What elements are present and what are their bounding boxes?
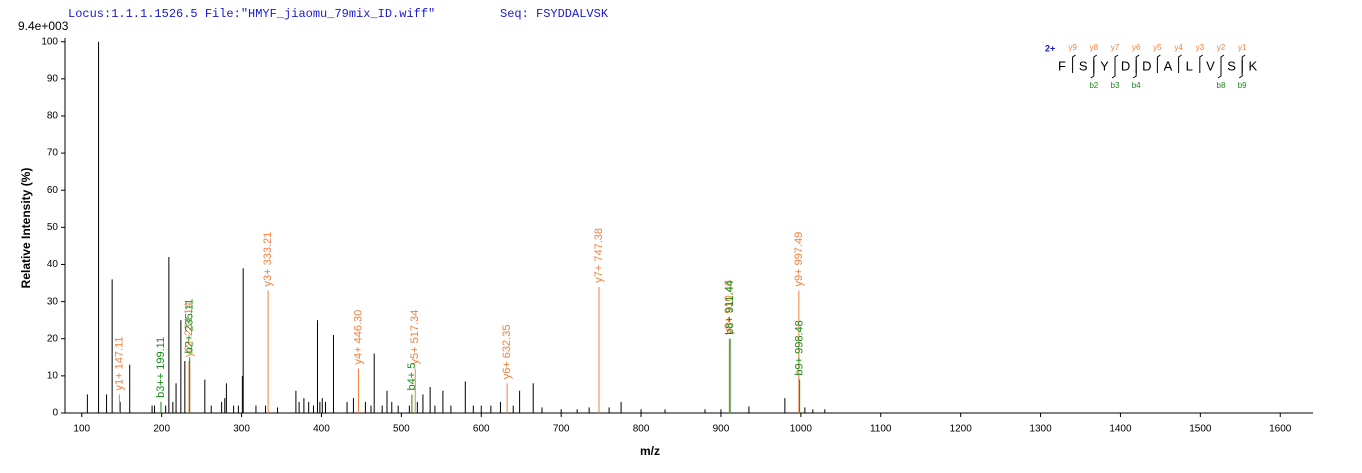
y-tick-label: 80	[47, 111, 59, 122]
peak-label: b4+ 5	[406, 363, 418, 391]
b-ion-label: b9	[1238, 81, 1247, 90]
x-tick-label: 1200	[950, 424, 973, 435]
y-ion-label: y2	[1217, 43, 1226, 52]
x-tick-label: 1300	[1029, 424, 1052, 435]
x-tick-label: 900	[713, 424, 730, 435]
y-tick-label: 60	[47, 185, 59, 196]
y-tick-label: 50	[47, 222, 59, 233]
residue: K	[1248, 58, 1257, 73]
x-tick-label: 600	[473, 424, 490, 435]
intensity-scale: 9.4e+003	[18, 19, 69, 33]
y-tick-label: 100	[41, 36, 58, 47]
b-ion-bracket	[1132, 60, 1137, 79]
sequence-header: Seq: FSYDDALVSK	[500, 7, 609, 21]
peak-label: y8+ 910.46	[723, 280, 735, 335]
peak-label: y3+ 333.21	[262, 232, 274, 287]
b-ion-bracket	[1111, 60, 1116, 79]
x-tick-label: 200	[153, 424, 170, 435]
residue: D	[1121, 58, 1130, 73]
y-ion-label: y8	[1090, 43, 1099, 52]
x-tick-label: 1000	[790, 424, 813, 435]
peak-label: b8+ 911.44	[724, 280, 736, 335]
peak-label: b2+ 235.11	[184, 299, 196, 354]
y-ion-label: y3	[1196, 43, 1205, 52]
y-ion-label: y1	[1238, 43, 1247, 52]
x-tick-label: 400	[313, 424, 330, 435]
peak-label: y4+ 446.30	[352, 310, 364, 365]
y-ion-label: y7	[1111, 43, 1120, 52]
y-ion-label: y4	[1174, 43, 1183, 52]
peak-label: b3++ 199.11	[155, 337, 167, 398]
x-tick-label: 1600	[1269, 424, 1292, 435]
peak-label: y9+ 997.49	[793, 232, 805, 287]
x-tick-label: 1400	[1109, 424, 1132, 435]
y-ion-bracket	[1156, 54, 1161, 73]
x-tick-label: 1100	[870, 424, 892, 435]
y-tick-label: 90	[47, 73, 59, 84]
y-ion-label: y6	[1132, 43, 1141, 52]
b-ion-label: b2	[1089, 81, 1098, 90]
y-ion-label: y5	[1153, 43, 1162, 52]
residue: S	[1079, 58, 1088, 73]
y-axis-label: Relative Intensity (%)	[19, 168, 33, 289]
y-tick-label: 30	[47, 296, 59, 307]
residue: Y	[1100, 58, 1109, 73]
peak-label: y6+ 632.35	[501, 325, 513, 380]
b-ion-bracket	[1090, 60, 1095, 79]
y-tick-label: 70	[47, 148, 59, 159]
residue: A	[1164, 58, 1173, 73]
b-ion-bracket	[1238, 60, 1243, 79]
residue: L	[1186, 58, 1193, 73]
x-tick-label: 1500	[1189, 424, 1212, 435]
b-ion-label: b8	[1217, 81, 1226, 90]
residue: D	[1142, 58, 1151, 73]
y-tick-label: 10	[47, 371, 59, 382]
peak-label: b9+ 998.48	[794, 320, 806, 375]
x-tick-label: 300	[233, 424, 250, 435]
residue: F	[1058, 58, 1066, 73]
b-ion-label: b3	[1111, 81, 1120, 90]
x-tick-label: 700	[553, 424, 570, 435]
b-ion-bracket	[1217, 60, 1222, 79]
peak-label: y7+ 747.38	[593, 228, 605, 283]
residue: S	[1227, 58, 1236, 73]
y-ion-bracket	[1199, 54, 1204, 73]
locus-header: Locus:1.1.1.1526.5 File:"HMYF_jiaomu_79m…	[68, 7, 435, 21]
y-ion-label: y9	[1068, 43, 1077, 52]
y-tick-label: 0	[52, 408, 58, 419]
peak-label: y2+ 234.14	[183, 302, 195, 357]
y-ion-bracket	[1072, 54, 1076, 73]
x-tick-label: 500	[393, 424, 410, 435]
charge-state: 2+	[1045, 43, 1055, 53]
y-ion-bracket	[1178, 54, 1182, 73]
y-tick-label: 20	[47, 333, 59, 344]
x-axis-label: m/z	[640, 444, 660, 458]
residue: V	[1206, 58, 1215, 73]
peak-label: y5+ 517.34	[409, 310, 421, 365]
y-tick-label: 40	[47, 259, 59, 270]
x-tick-label: 100	[73, 424, 90, 435]
peak-label: y1+ 147.11	[113, 336, 125, 390]
x-tick-label: 800	[633, 424, 650, 435]
b-ion-label: b4	[1132, 81, 1141, 90]
